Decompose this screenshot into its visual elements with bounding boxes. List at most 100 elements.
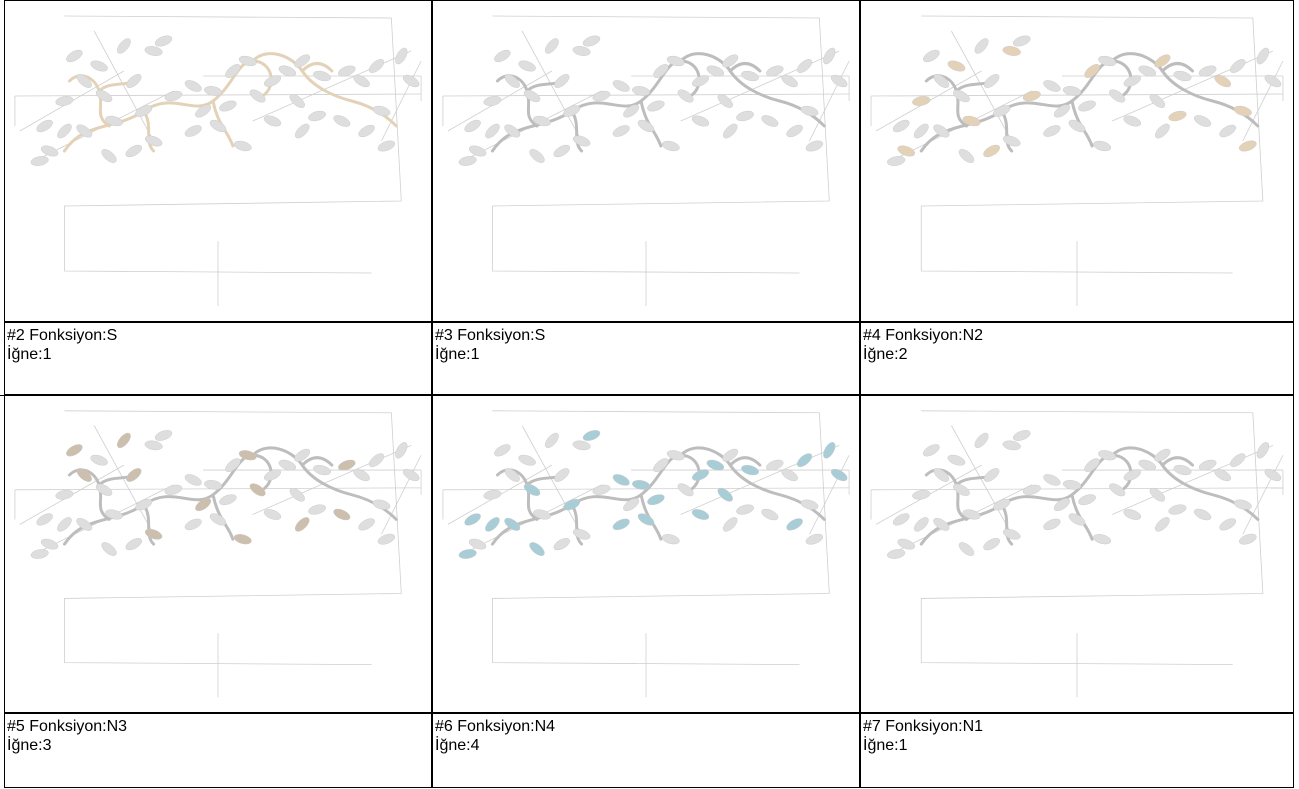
design-preview: [4, 395, 432, 713]
vine-stem: [62, 59, 273, 153]
leaf-shape: [983, 468, 1000, 482]
leaf-shape: [126, 468, 142, 482]
leaf-shape: [677, 483, 694, 497]
leaf-shape: [219, 100, 237, 112]
leaf-shape: [974, 38, 989, 54]
needle-label: İğne:1: [7, 346, 52, 363]
leaf-shape: [294, 448, 311, 462]
function-label: #4 Fonksiyon:N2: [863, 327, 984, 344]
leaf-shape: [632, 86, 651, 96]
embroidery-design: [442, 15, 850, 306]
leaf-shape: [1053, 104, 1070, 118]
vine-stem: [728, 62, 762, 73]
leaf-shape: [485, 517, 500, 532]
leaf-shape: [1230, 453, 1246, 468]
leaf-shape: [76, 124, 93, 138]
outline-line: [951, 425, 1013, 535]
leaf-shape: [781, 468, 798, 482]
leaf-shape: [57, 123, 72, 139]
leaf-shape: [691, 75, 709, 87]
leaf-shape: [592, 484, 611, 495]
leaf-shape: [76, 74, 92, 88]
leaf-shape: [125, 144, 143, 158]
leaf-shape: [494, 444, 511, 457]
leaf-shape: [897, 538, 916, 550]
leaf-shape: [761, 115, 779, 127]
leaf-shape: [796, 453, 813, 468]
leaf-shape: [766, 65, 784, 77]
leaf-shape: [333, 115, 351, 127]
leaf-shape: [233, 140, 252, 152]
leaf-shape: [1214, 468, 1232, 482]
leaf-shape: [458, 156, 477, 166]
leaf-shape: [993, 498, 1011, 511]
leaf-shape: [1123, 469, 1141, 481]
leaf-shape: [1138, 65, 1157, 77]
leaf-shape: [1168, 110, 1187, 122]
leaf-shape: [554, 468, 570, 482]
leaf-shape: [741, 464, 759, 476]
leaf-shape: [736, 504, 754, 515]
leaf-shape: [553, 144, 571, 158]
leaf-shape: [933, 517, 950, 531]
leaf-shape: [1193, 508, 1212, 521]
leaf-shape: [263, 75, 281, 87]
leaf-shape: [358, 518, 375, 531]
leaf-shape: [144, 440, 163, 451]
leaf-shape: [105, 509, 123, 520]
leaf-shape: [722, 448, 739, 462]
leaf-shape: [830, 468, 848, 482]
leaf-shape: [529, 149, 545, 163]
leaf-shape: [204, 86, 223, 96]
leaf-shape: [1084, 458, 1100, 472]
leaf-shape: [592, 90, 611, 102]
leaf-shape: [90, 60, 108, 72]
leaf-shape: [823, 442, 836, 459]
leaf-shape: [933, 74, 950, 88]
leaf-shape: [368, 453, 385, 468]
leaf-shape: [983, 74, 1000, 88]
needle-label: İğne:4: [435, 737, 480, 754]
leaf-shape: [263, 469, 281, 481]
leaf-shape: [706, 65, 725, 77]
leaf-shape: [126, 74, 142, 88]
leaf-shape: [1155, 123, 1170, 139]
leaf-shape: [736, 110, 754, 122]
leaf-shape: [90, 454, 108, 466]
outline-line: [64, 410, 402, 665]
leaf-shape: [294, 54, 311, 68]
leaf-shape: [184, 125, 202, 137]
caption: #4 Fonksiyon:N2 İğne:2: [860, 322, 1294, 395]
leaf-shape: [464, 119, 481, 133]
caption: #5 Fonksiyon:N3 İğne:3: [4, 713, 432, 788]
leaf-shape: [195, 104, 212, 118]
leaf-shape: [623, 104, 640, 118]
leaf-shape: [372, 499, 391, 510]
outline-line: [93, 425, 154, 535]
outline-line: [920, 15, 1264, 274]
needle-label: İğne:1: [863, 737, 908, 754]
leaf-shape: [1012, 430, 1031, 441]
outline-line: [1112, 445, 1274, 515]
leaf-shape: [154, 35, 173, 47]
leaf-shape: [504, 517, 521, 531]
leaf-shape: [1109, 89, 1126, 103]
leaf-shape: [933, 124, 950, 138]
leaf-shape: [612, 80, 630, 92]
needle-label: İğne:1: [435, 346, 480, 363]
leaf-shape: [983, 538, 1000, 551]
leaf-shape: [1012, 35, 1031, 47]
leaf-shape: [1043, 518, 1061, 531]
leaf-shape: [30, 156, 49, 166]
leaf-shape: [1155, 517, 1170, 532]
leaf-shape: [338, 459, 356, 471]
leaf-shape: [353, 74, 370, 88]
leaf-shape: [249, 89, 266, 103]
outline-line: [64, 15, 402, 274]
leaf-shape: [483, 96, 502, 106]
leaf-shape: [912, 489, 931, 500]
leaf-shape: [677, 89, 694, 103]
outline-line: [381, 60, 422, 142]
leaf-shape: [55, 489, 74, 500]
leaf-shape: [887, 549, 906, 559]
